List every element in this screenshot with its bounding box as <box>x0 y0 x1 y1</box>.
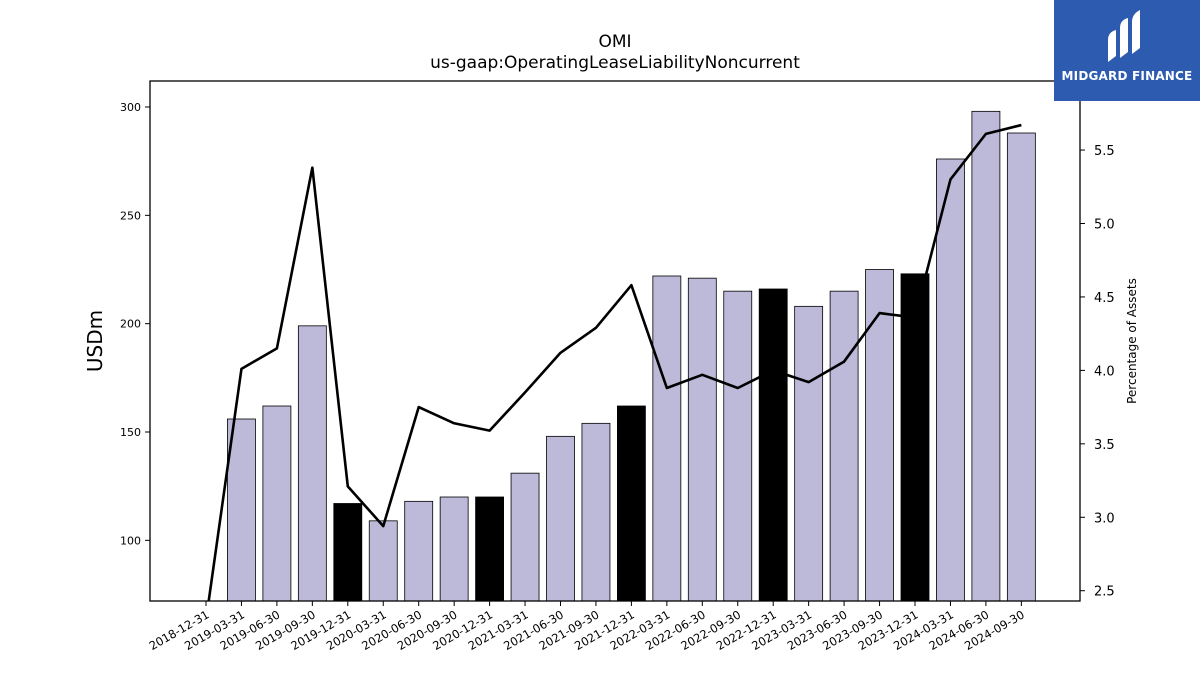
bar <box>227 418 256 601</box>
y2-tick-label: 4.0 <box>1094 364 1115 379</box>
bar <box>829 290 859 601</box>
line-group <box>207 123 1022 601</box>
bar <box>687 277 717 601</box>
bar <box>652 275 682 601</box>
bar <box>510 472 540 601</box>
bar <box>936 158 965 601</box>
bar <box>546 435 575 601</box>
chart-title: OMI <box>598 32 632 52</box>
midgard-logo-icon <box>1108 10 1140 62</box>
y2-tick-label: 3.5 <box>1094 438 1115 453</box>
y2-tick-label: 5.5 <box>1094 144 1115 159</box>
y-tick-label: 100 <box>120 534 141 547</box>
logo-text: MIDGARD FINANCE <box>1061 69 1193 83</box>
bar <box>404 500 434 601</box>
chart-subtitle: us-gaap:OperatingLeaseLiabilityNoncurren… <box>430 53 800 73</box>
plot-frame <box>149 80 1081 602</box>
y-tick-label: 300 <box>120 101 141 114</box>
bar <box>794 305 824 601</box>
bar <box>333 503 363 601</box>
y2-tick-label: 4.5 <box>1094 291 1115 306</box>
bar <box>617 405 646 601</box>
bar <box>865 269 894 601</box>
y2-axis-label: Percentage of Assets <box>1125 278 1139 404</box>
bar-group <box>227 110 1036 601</box>
y2-tick-label: 5.0 <box>1094 217 1115 232</box>
bar <box>297 325 327 601</box>
y-tick-label: 150 <box>120 426 141 439</box>
bar <box>368 520 398 601</box>
y2-tick-label: 2.5 <box>1094 585 1115 600</box>
y-tick-label: 200 <box>120 318 141 331</box>
bar <box>758 288 788 601</box>
series-line <box>207 123 1022 601</box>
y-axis-label: USDm <box>83 310 107 372</box>
bar <box>439 496 469 601</box>
midgard-finance-logo: MIDGARD FINANCE <box>1054 0 1200 101</box>
bar <box>581 422 611 601</box>
bar <box>900 273 930 601</box>
y2-tick-label: 3.0 <box>1094 511 1115 526</box>
y-tick-label: 250 <box>120 209 141 222</box>
bar <box>262 405 292 601</box>
bar <box>723 290 753 601</box>
bar <box>1006 132 1036 601</box>
bar <box>971 110 1001 601</box>
bar <box>475 496 505 601</box>
